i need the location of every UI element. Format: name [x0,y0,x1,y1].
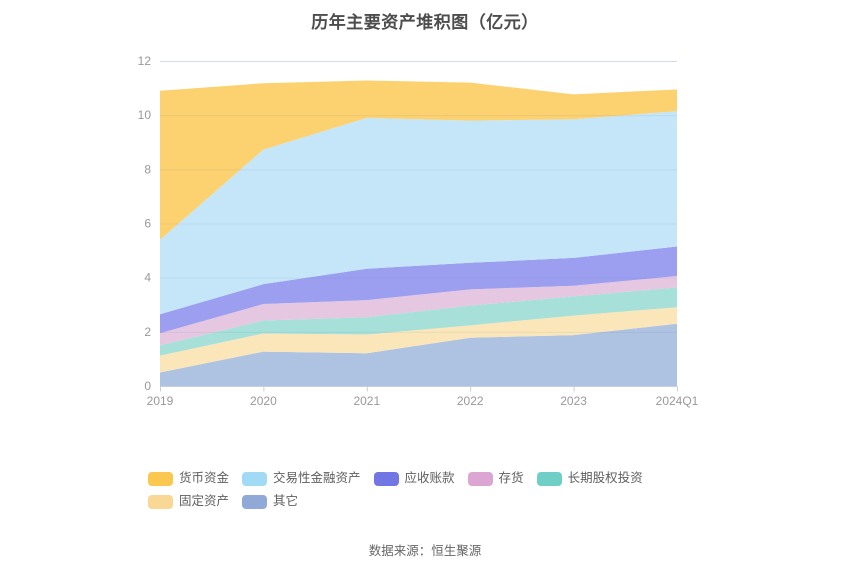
x-axis-label-2019: 2019 [147,394,174,408]
x-axis-label-2023: 2023 [560,394,587,408]
y-axis-label-10: 10 [138,108,152,122]
x-axis-label-2021: 2021 [353,394,380,408]
legend-label: 固定资产 [179,494,230,508]
legend-item-6[interactable]: 其它 [242,494,298,509]
legend-item-4[interactable]: 长期股权投资 [536,471,643,486]
area-series-0[interactable] [160,80,677,240]
legend-swatch-icon [148,494,173,509]
area-series-4[interactable] [160,287,677,356]
y-axis-label-8: 8 [144,162,151,176]
legend-label: 应收账款 [404,471,455,485]
plot-svg[interactable]: 0 2 4 6 8 10 12 2019 2020 2021 2022 2023 2024Q1 [0,0,850,430]
legend-label: 长期股权投资 [567,471,643,485]
area-series-3[interactable] [160,276,677,346]
legend-label: 货币资金 [179,471,230,485]
x-axis-label-2024Q1: 2024Q1 [656,394,699,408]
legend-swatch-icon [242,471,268,486]
y-axis-label-2: 2 [144,325,151,339]
legend-label: 其它 [273,494,299,508]
x-axis-label-2022: 2022 [457,394,484,408]
legend-item-0[interactable]: 货币资金 [148,471,229,486]
legend-item-1[interactable]: 交易性金融资产 [242,471,361,486]
legend-swatch-icon [467,471,493,486]
area-series-2[interactable] [160,246,677,334]
chart-title: 历年主要资产堆积图（亿元） [311,13,539,32]
legend-swatch-icon [536,471,562,486]
y-axis-label-0: 0 [144,379,151,393]
legend-swatch-icon [148,471,173,486]
legend-label: 交易性金融资产 [273,471,361,485]
area-series-5[interactable] [160,307,677,373]
legend-item-5[interactable]: 固定资产 [148,494,229,509]
legend-swatch-icon [373,471,399,486]
legend-item-2[interactable]: 应收账款 [373,471,455,486]
x-axis-label-2020: 2020 [250,394,277,408]
legend-label: 存货 [498,471,524,485]
legend-swatch-icon [242,494,268,509]
data-source: 数据来源：恒生聚源 [368,544,482,558]
y-axis-label-4: 4 [144,271,151,285]
area-series-1[interactable] [160,111,677,315]
area-series-6[interactable] [160,323,677,386]
y-axis-label-12: 12 [138,54,152,68]
stacked-area-chart[interactable]: 0 2 4 6 8 10 12 2019 2020 2021 2022 2023 2024Q1 [0,0,850,430]
legend: 货币资金 交易性金融资产 应收账款 存货 长期股权投资固定资产 其它 [148,471,733,509]
legend-item-3[interactable]: 存货 [467,471,524,486]
y-axis-label-6: 6 [144,217,151,231]
